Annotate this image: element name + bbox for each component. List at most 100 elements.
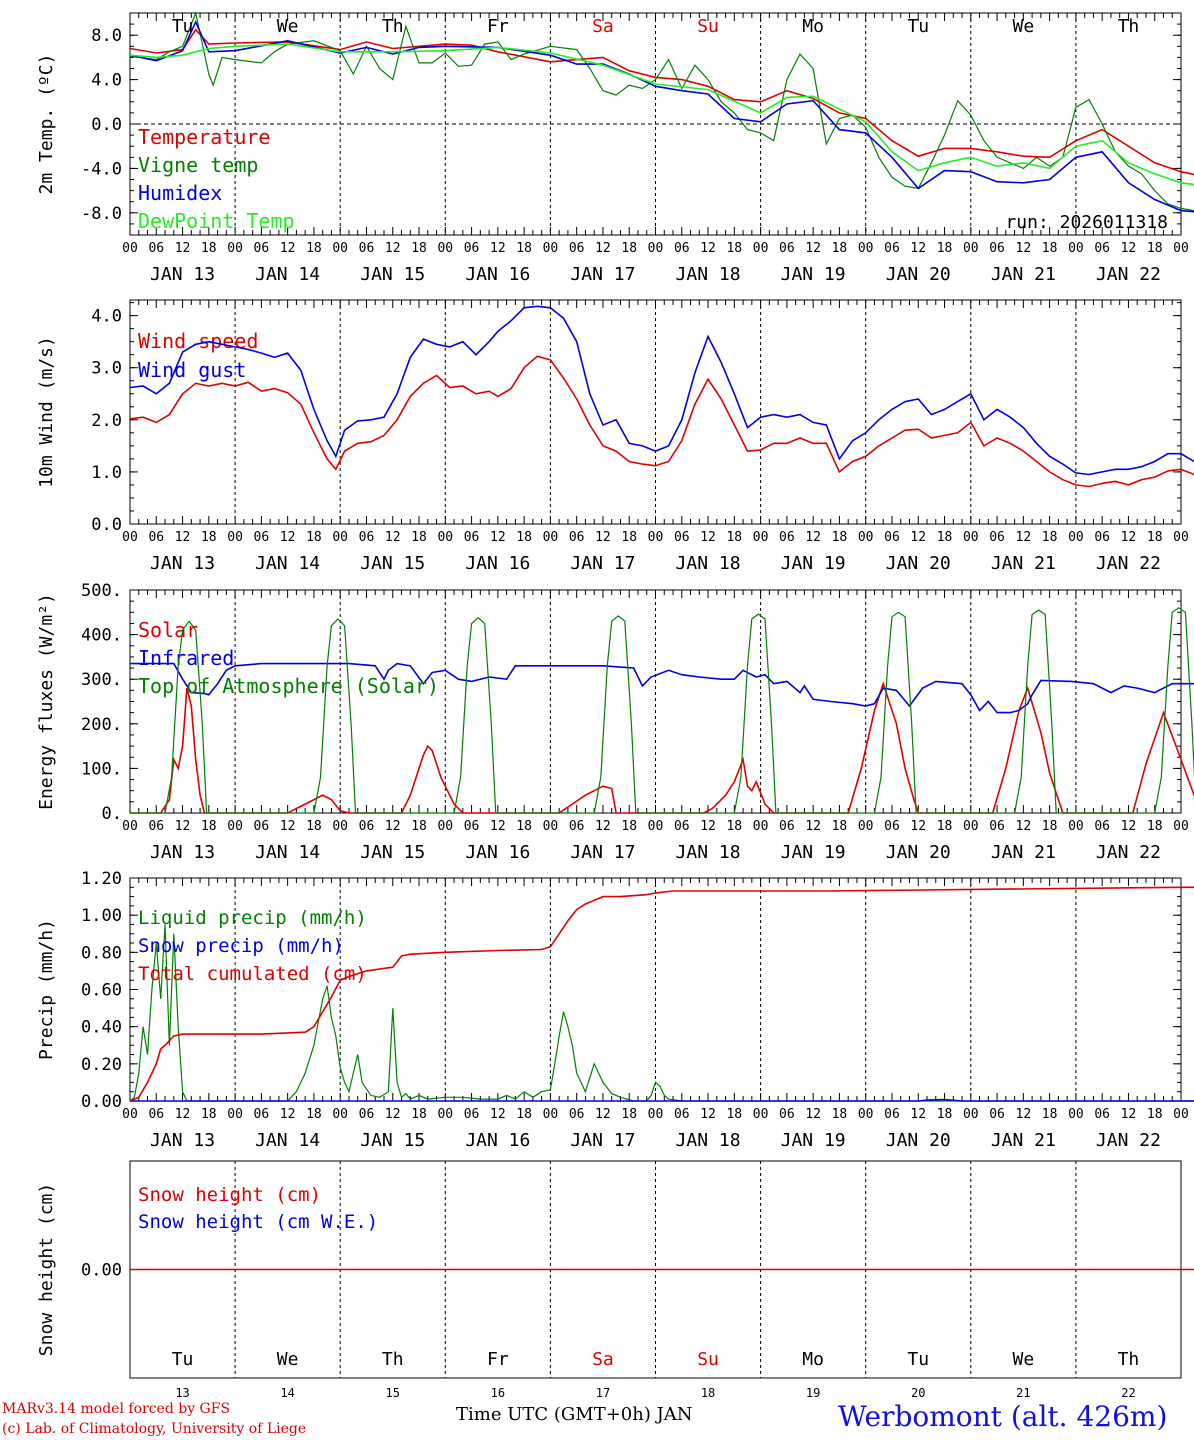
legend-total-cumulated-cm-: Total cumulated (cm) bbox=[138, 963, 367, 985]
y-tick-label: 300. bbox=[81, 670, 122, 690]
hour-tick-label: 18 bbox=[832, 1107, 848, 1122]
hour-tick-label: 06 bbox=[569, 530, 585, 545]
hour-tick-label: 00 bbox=[1068, 530, 1084, 545]
hour-tick-label: 18 bbox=[937, 530, 953, 545]
hour-tick-label: 00 bbox=[963, 819, 979, 834]
hour-tick-label: 06 bbox=[989, 241, 1005, 256]
y-tick-label: 4.0 bbox=[91, 71, 122, 91]
hour-tick-label: 12 bbox=[700, 241, 716, 256]
hour-tick-label: 18 bbox=[937, 241, 953, 256]
series-total-cumulated-cm- bbox=[129, 886, 1194, 1102]
hour-tick-label: 12 bbox=[175, 241, 191, 256]
hour-tick-label: 00 bbox=[858, 819, 874, 834]
y-axis-label: Energy fluxes (W/m²) bbox=[36, 593, 57, 810]
date-label: JAN 16 bbox=[465, 842, 530, 863]
hour-tick-label: 00 bbox=[1068, 1107, 1084, 1122]
date-label: JAN 19 bbox=[781, 1130, 846, 1151]
date-label: JAN 20 bbox=[886, 1130, 951, 1151]
hour-tick-label: 18 bbox=[516, 530, 532, 545]
hour-tick-label: 12 bbox=[385, 819, 401, 834]
weekday-label: We bbox=[277, 1349, 299, 1370]
hour-tick-label: 18 bbox=[1042, 530, 1058, 545]
hour-tick-label: 06 bbox=[359, 241, 375, 256]
hour-tick-label: 00 bbox=[122, 1107, 138, 1122]
hour-tick-label: 06 bbox=[989, 1107, 1005, 1122]
y-tick-label: 0.00 bbox=[81, 1092, 122, 1112]
hour-tick-label: 12 bbox=[700, 1107, 716, 1122]
hour-tick-label: 12 bbox=[595, 819, 611, 834]
hour-tick-label: 00 bbox=[227, 530, 243, 545]
hour-tick-label: 00 bbox=[543, 530, 559, 545]
run-label: run: 2026011318 bbox=[1005, 212, 1168, 233]
hour-tick-label: 06 bbox=[1094, 530, 1110, 545]
date-label: JAN 16 bbox=[465, 1130, 530, 1151]
hour-tick-label: 06 bbox=[674, 241, 690, 256]
series-humidex bbox=[129, 19, 1194, 213]
panel-flux: 500. 400. 300. 200. 100. 0. Energy fluxes (W/m… bbox=[36, 581, 1194, 863]
hour-tick-label: 12 bbox=[805, 1107, 821, 1122]
y-tick-label: 0.60 bbox=[81, 981, 122, 1001]
weekday-label: We bbox=[1013, 16, 1035, 37]
hour-tick-label: 00 bbox=[753, 530, 769, 545]
date-label: JAN 13 bbox=[150, 1130, 215, 1151]
date-label: JAN 15 bbox=[360, 842, 425, 863]
panel-frame bbox=[129, 299, 1182, 525]
date-label: JAN 21 bbox=[991, 1130, 1056, 1151]
hour-tick-label: 00 bbox=[1173, 241, 1189, 256]
hour-tick-label: 06 bbox=[884, 241, 900, 256]
weekday-label: We bbox=[277, 16, 299, 37]
hour-tick-label: 00 bbox=[1173, 819, 1189, 834]
hour-tick-label: 00 bbox=[122, 819, 138, 834]
y-axis-label: Snow height (cm) bbox=[36, 1183, 57, 1356]
hour-tick-label: 18 bbox=[726, 819, 742, 834]
hour-tick-label: 00 bbox=[963, 1107, 979, 1122]
hour-tick-label: 00 bbox=[543, 819, 559, 834]
hour-tick-label: 12 bbox=[175, 1107, 191, 1122]
hour-tick-label: 12 bbox=[910, 241, 926, 256]
hour-tick-label: 12 bbox=[385, 530, 401, 545]
hour-tick-label: 00 bbox=[227, 819, 243, 834]
hour-tick-label: 18 bbox=[411, 241, 427, 256]
panel-snow: 0.00 Snow height (cm) Snow height (cm) Snow… bbox=[36, 1160, 1194, 1400]
hour-tick-label: 06 bbox=[674, 1107, 690, 1122]
hour-tick-label: 12 bbox=[490, 819, 506, 834]
weekday-label: Th bbox=[382, 16, 404, 37]
hour-tick-label: 00 bbox=[543, 241, 559, 256]
legend-infrared: Infrared bbox=[138, 646, 234, 670]
hour-tick-label: 06 bbox=[884, 1107, 900, 1122]
weekday-label: Th bbox=[382, 1349, 404, 1370]
date-label: JAN 16 bbox=[465, 264, 530, 285]
hour-tick-label: 00 bbox=[1173, 530, 1189, 545]
date-label: JAN 17 bbox=[570, 553, 635, 574]
hour-tick-label: 12 bbox=[1121, 241, 1137, 256]
weekday-label: Sa bbox=[592, 16, 614, 37]
hour-tick-label: 18 bbox=[832, 530, 848, 545]
y-tick-label: 500. bbox=[81, 581, 122, 601]
y-tick-label: 0.0 bbox=[91, 515, 122, 535]
series-snow-precip-mm-h- bbox=[130, 1098, 1194, 1102]
hour-tick-label: 00 bbox=[1068, 241, 1084, 256]
hour-tick-label: 06 bbox=[779, 241, 795, 256]
hour-tick-label: 06 bbox=[148, 530, 164, 545]
date-label: JAN 15 bbox=[360, 1130, 425, 1151]
weekday-label: Th bbox=[1118, 1349, 1140, 1370]
date-label: JAN 21 bbox=[991, 842, 1056, 863]
hour-tick-label: 06 bbox=[569, 1107, 585, 1122]
hour-tick-label: 18 bbox=[201, 1107, 217, 1122]
day-number-label: 22 bbox=[1121, 1386, 1135, 1400]
hour-tick-label: 00 bbox=[332, 241, 348, 256]
panel-precip: 1.20 1.00 0.80 0.60 0.40 0.20 0.00 Precip (mm/h… bbox=[36, 869, 1194, 1151]
hour-tick-label: 18 bbox=[1147, 241, 1163, 256]
hour-tick-label: 00 bbox=[437, 819, 453, 834]
panel-temp: 8.0 4.0 0.0 -4.0 -8.0 2m Temp. (ºC) Temperatur… bbox=[36, 10, 1194, 285]
hour-tick-label: 00 bbox=[648, 530, 664, 545]
hour-tick-label: 12 bbox=[385, 241, 401, 256]
date-label: JAN 15 bbox=[360, 553, 425, 574]
hour-tick-label: 00 bbox=[858, 530, 874, 545]
panel-wind: 4.0 3.0 2.0 1.0 0.0 10m Wind (m/s) Wind speed W… bbox=[36, 299, 1194, 574]
hour-tick-label: 12 bbox=[1121, 1107, 1137, 1122]
hour-tick-label: 06 bbox=[779, 530, 795, 545]
legend-liquid-precip-mm-h-: Liquid precip (mm/h) bbox=[138, 907, 367, 929]
hour-tick-label: 00 bbox=[648, 241, 664, 256]
date-label: JAN 17 bbox=[570, 1130, 635, 1151]
